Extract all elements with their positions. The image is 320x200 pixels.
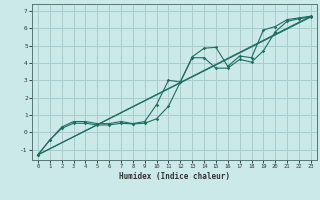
X-axis label: Humidex (Indice chaleur): Humidex (Indice chaleur) bbox=[119, 172, 230, 181]
